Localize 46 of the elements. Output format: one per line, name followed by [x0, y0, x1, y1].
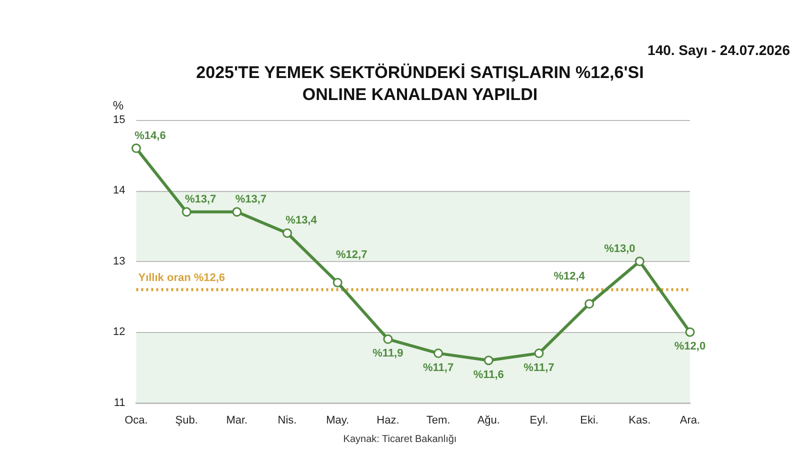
data-label: %13,4 [286, 214, 318, 227]
x-tick-label: Tem. [426, 414, 450, 426]
text: Kaynak: Ticaret Bakanlığı [342, 434, 458, 445]
point [484, 356, 494, 366]
point [584, 299, 594, 309]
point [232, 207, 242, 217]
x-tick-label: Mar. [226, 414, 248, 426]
point [182, 207, 192, 217]
y-tick-label: 13 [112, 255, 126, 268]
data-label: %13,7 [184, 193, 216, 206]
point [131, 144, 141, 154]
data-label: %12,4 [554, 270, 586, 282]
point [534, 348, 544, 358]
data-label: %11,9 [372, 348, 404, 360]
x-tick-label: Şub. [175, 414, 198, 426]
data-label: %11,7 [422, 362, 454, 374]
text: 140. Sayı - 24.07.2026 [648, 42, 790, 58]
x-tick-label: Kas. [628, 414, 651, 426]
point [282, 228, 292, 238]
data-label: %13,7 [235, 193, 267, 206]
data-label: %12,7 [336, 249, 368, 262]
x-tick-label: Eyl. [530, 414, 548, 426]
data-label: %13,0 [604, 242, 636, 255]
ref-line-label: Yıllık oran %12,6 [138, 272, 226, 284]
y-tick-label: 14 [112, 184, 126, 197]
data-label: %11,6 [473, 368, 504, 381]
data-label: %14,6 [134, 130, 166, 142]
point [383, 334, 393, 344]
x-tick-label: Haz. [376, 414, 400, 426]
x-tick-label: Ağu. [477, 414, 500, 426]
x-tick-label: Eki. [580, 414, 598, 426]
x-tick-label: Oca. [124, 414, 148, 426]
point [434, 348, 444, 358]
x-tick-label: Ara. [680, 414, 700, 426]
y-tick-label: 12 [112, 326, 126, 338]
y-axis-title: % [112, 98, 124, 112]
data-label: %11,7 [524, 362, 554, 374]
x-tick-label: May. [326, 414, 350, 426]
point [332, 278, 342, 288]
point [634, 256, 644, 266]
x-tick-label: Nis. [278, 414, 297, 426]
point [685, 327, 695, 337]
y-tick-label: 15 [112, 114, 126, 126]
data-label: %12,0 [674, 340, 706, 353]
y-tick-label: 11 [114, 396, 126, 409]
chart-title: 2025'TE YEMEK SEKTÖRÜNDEKİ SATIŞLARIN %12,6'SI ONLINE KANALDAN YAPILDI [195, 62, 645, 106]
